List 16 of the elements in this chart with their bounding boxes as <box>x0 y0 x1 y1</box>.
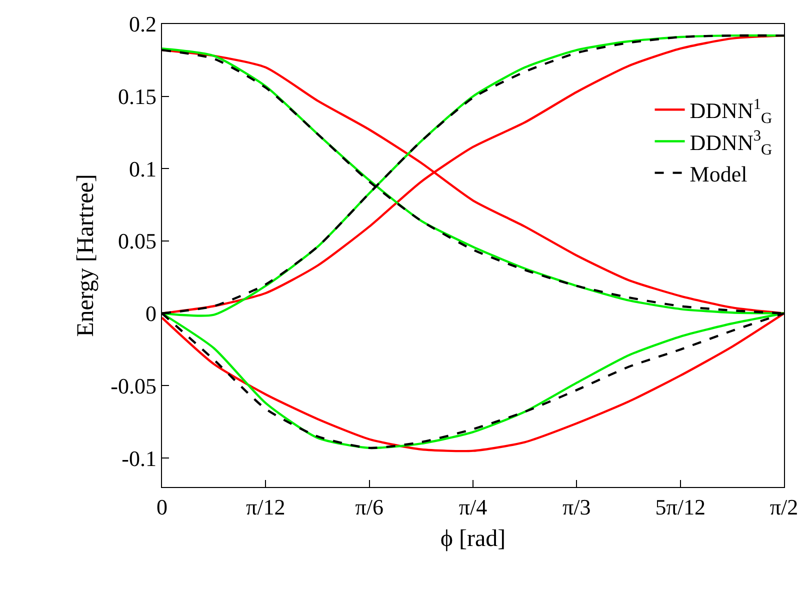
y-tick-label: -0.1 <box>122 446 156 471</box>
y-tick-label: 0.1 <box>129 156 156 182</box>
y-tick-label: 0.05 <box>118 228 156 254</box>
y-tick-label: 0.15 <box>118 84 156 110</box>
x-tick-label: π/2 <box>770 494 798 520</box>
y-axis-title: Energy [Hartree] <box>72 174 99 337</box>
x-tick-label: 5π/12 <box>655 494 706 520</box>
x-axis-title: ϕ [rad] <box>440 526 506 552</box>
x-tick-label: π/4 <box>458 494 488 520</box>
x-tick-label: π/3 <box>562 494 591 520</box>
x-tick-label: π/6 <box>355 494 384 520</box>
legend-label: Model <box>690 161 748 186</box>
y-tick-label: 0.2 <box>129 12 156 37</box>
x-tick-label: π/12 <box>246 494 286 520</box>
y-tick-label: 0 <box>146 301 156 326</box>
y-tick-label: -0.05 <box>110 373 156 398</box>
